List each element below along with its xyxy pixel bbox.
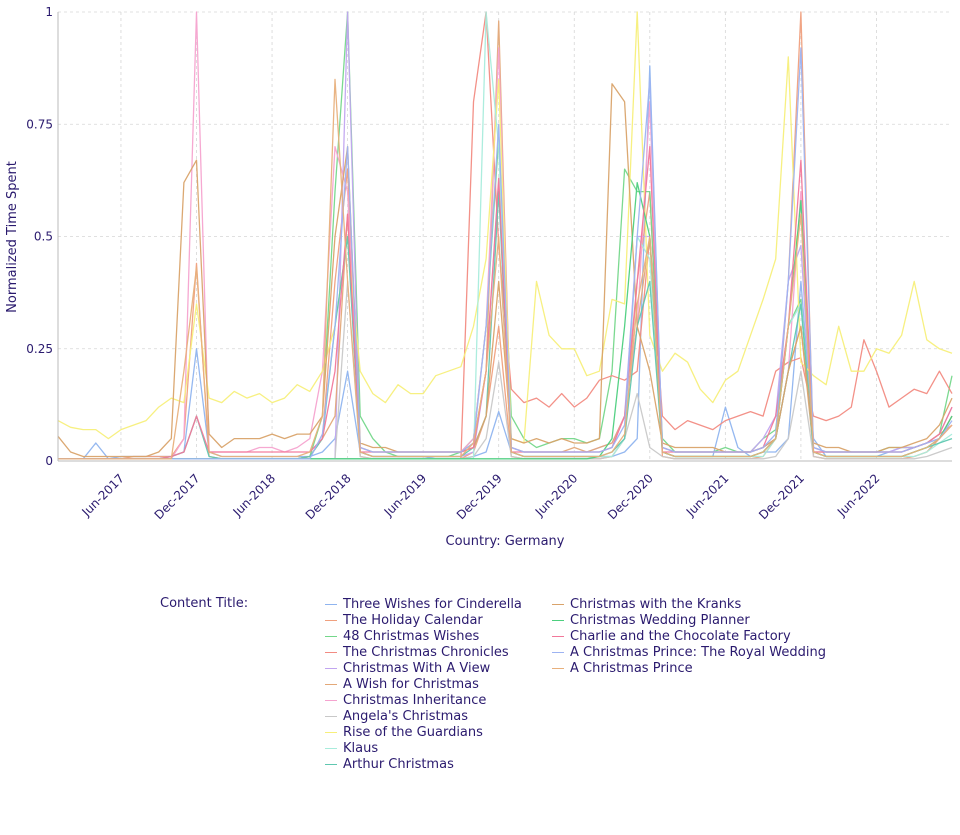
x-tick-label: Jun-2017	[79, 471, 128, 520]
axes	[57, 12, 952, 462]
legend-item[interactable]: The Holiday Calendar	[325, 612, 522, 628]
y-tick-label: 1	[45, 5, 53, 19]
legend-label: Charlie and the Chocolate Factory	[570, 628, 791, 644]
y-axis-title: Normalized Time Spent	[5, 161, 20, 313]
x-tick-label: Dec-2018	[303, 471, 354, 522]
legend-label: A Christmas Prince	[570, 660, 693, 676]
series-line-charlie-and-the-chocolate-factory	[58, 146, 953, 460]
legend-item[interactable]: Christmas with the Kranks	[552, 596, 826, 612]
legend-item[interactable]: Angela's Christmas	[325, 708, 522, 724]
legend-item[interactable]: Arthur Christmas	[325, 756, 522, 772]
legend-label: Arthur Christmas	[343, 756, 454, 772]
legend-item[interactable]: A Christmas Prince	[552, 660, 826, 676]
legend-label: Three Wishes for Cinderella	[343, 596, 522, 612]
x-tick-label: Dec-2021	[756, 471, 807, 522]
series-line-a-christmas-prince	[58, 78, 953, 460]
legend-swatch	[325, 619, 337, 621]
legend-item[interactable]: A Christmas Prince: The Royal Wedding	[552, 644, 826, 660]
y-axis-ticks: 0 0.25 0.5 0.75 1	[26, 5, 53, 468]
legend-item[interactable]: Christmas Wedding Planner	[552, 612, 826, 628]
legend-label: The Christmas Chronicles	[343, 644, 509, 660]
x-tick-label: Dec-2019	[454, 471, 505, 522]
legend-label: Rise of the Guardians	[343, 724, 483, 740]
legend-swatch	[325, 731, 337, 733]
legend-item[interactable]: Charlie and the Chocolate Factory	[552, 628, 826, 644]
x-tick-label: Jun-2021	[683, 471, 732, 520]
legend: Content Title: Three Wishes for Cinderel…	[160, 596, 880, 786]
legend-column-1: Three Wishes for Cinderella The Holiday C…	[325, 596, 522, 772]
x-tick-label: Jun-2020	[532, 471, 581, 520]
legend-title: Content Title:	[160, 596, 249, 611]
legend-swatch	[325, 747, 337, 749]
legend-swatch	[325, 683, 337, 685]
legend-item[interactable]: Rise of the Guardians	[325, 724, 522, 740]
y-tick-label: 0.5	[34, 230, 53, 244]
legend-swatch	[325, 667, 337, 669]
legend-label: The Holiday Calendar	[343, 612, 483, 628]
y-tick-label: 0.75	[26, 117, 53, 131]
x-tick-label: Jun-2018	[230, 471, 279, 520]
x-tick-label: Dec-2017	[152, 471, 203, 522]
series-line-three-wishes-for-cinderella	[58, 65, 953, 460]
legend-item[interactable]: A Wish for Christmas	[325, 676, 522, 692]
y-tick-label: 0.25	[26, 342, 53, 356]
legend-label: Angela's Christmas	[343, 708, 468, 724]
legend-swatch	[325, 603, 337, 605]
legend-swatch	[325, 635, 337, 637]
legend-swatch	[325, 715, 337, 717]
series-lines	[57, 11, 953, 460]
legend-swatch	[552, 635, 564, 637]
legend-label: 48 Christmas Wishes	[343, 628, 480, 644]
legend-item[interactable]: Klaus	[325, 740, 522, 756]
legend-label: Christmas with the Kranks	[570, 596, 742, 612]
legend-label: A Christmas Prince: The Royal Wedding	[570, 644, 826, 660]
x-tick-label: Jun-2022	[834, 471, 883, 520]
x-axis-ticks: Jun-2017 Dec-2017 Jun-2018 Dec-2018 Jun-2019…	[79, 471, 883, 522]
x-axis-title: Country: Germany	[446, 534, 565, 549]
x-tick-label: Jun-2019	[381, 471, 430, 520]
legend-swatch	[325, 651, 337, 653]
series-line-a-christmas-prince-the-royal-wedding	[58, 47, 953, 460]
legend-item[interactable]: 48 Christmas Wishes	[325, 628, 522, 644]
y-tick-label: 0	[45, 454, 53, 468]
legend-swatch	[325, 699, 337, 701]
legend-item[interactable]: Christmas With A View	[325, 660, 522, 676]
legend-label: A Wish for Christmas	[343, 676, 479, 692]
legend-label: Christmas With A View	[343, 660, 491, 676]
legend-swatch	[552, 603, 564, 605]
legend-item[interactable]: Three Wishes for Cinderella	[325, 596, 522, 612]
series-line-christmas-with-the-kranks	[57, 83, 953, 458]
legend-swatch	[552, 667, 564, 669]
legend-swatch	[552, 651, 564, 653]
legend-swatch	[325, 763, 337, 765]
legend-item[interactable]: The Christmas Chronicles	[325, 644, 522, 660]
legend-swatch	[552, 619, 564, 621]
legend-label: Klaus	[343, 740, 379, 756]
legend-column-2: Christmas with the Kranks Christmas Weddi…	[552, 596, 826, 676]
legend-label: Christmas Wedding Planner	[570, 612, 750, 628]
legend-label: Christmas Inheritance	[343, 692, 487, 708]
x-tick-label: Dec-2020	[605, 471, 656, 522]
legend-item[interactable]: Christmas Inheritance	[325, 692, 522, 708]
